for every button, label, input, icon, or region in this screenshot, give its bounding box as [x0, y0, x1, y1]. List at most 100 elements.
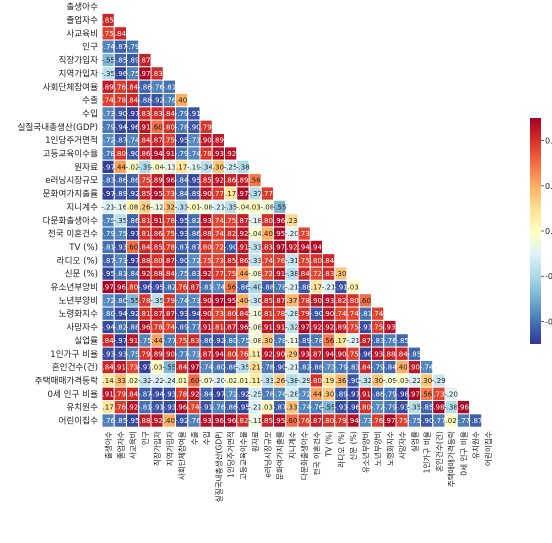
cell-value-label: -.90 [114, 110, 128, 118]
cell-value-label: -.25 [224, 163, 238, 171]
cell-value-label: -.35 [236, 364, 250, 372]
cell-value-label: .92 [139, 270, 150, 278]
cell-value-label: .44 [311, 390, 323, 398]
cell-value-label: .56 [225, 284, 237, 292]
cell-value-label: .87 [237, 217, 248, 225]
cell-value-label: .75 [348, 324, 359, 332]
cell-value-label: -.95 [101, 270, 115, 278]
cell-value-label: .94 [152, 150, 164, 158]
cell-value-label: .40 [164, 417, 175, 425]
cell-value-label: .84 [139, 137, 151, 145]
cell-value-label: -.75 [126, 70, 140, 78]
column-label: 출생아수 [103, 431, 113, 459]
cell-value-label: .73 [127, 364, 138, 372]
cell-value-label: .97 [384, 417, 395, 425]
cell-value-label: -.91 [150, 404, 164, 412]
cell-value-label: .73 [213, 310, 224, 318]
cell-value-label: .74 [103, 97, 115, 105]
cell-value-label: -.76 [101, 417, 115, 425]
cell-value-label: .97 [299, 324, 310, 332]
cell-value-label: .84 [127, 97, 139, 105]
cell-value-label: -.88 [261, 284, 275, 292]
row-label: TV (%) [68, 243, 98, 253]
cell-value-label: -.89 [334, 390, 348, 398]
column-label: 수입 [202, 431, 211, 445]
row-label: 지역가입자 [58, 68, 98, 79]
cell-value-label: .89 [335, 324, 346, 332]
cell-value-label: .94 [213, 350, 225, 358]
cell-value-label: .80 [164, 123, 175, 131]
cell-value-label: -.74 [297, 404, 311, 412]
cell-value-label: -.73 [187, 297, 201, 305]
cell-value-label: .78 [139, 297, 150, 305]
cell-value-label: .73 [299, 230, 310, 238]
column-label: 신문 (%) [349, 431, 358, 461]
cell-value-label: .60 [152, 123, 163, 131]
cell-value-label: .80 [201, 243, 212, 251]
cell-value-label: .84 [164, 110, 176, 118]
cell-value-label: -.21 [248, 404, 262, 412]
cell-value-label: -.11 [285, 337, 299, 345]
cell-value-label: -.21 [285, 364, 299, 372]
cell-value-label: -.94 [101, 324, 115, 332]
cell-value-label: -.86 [138, 83, 152, 91]
cell-value-label: -.86 [187, 230, 201, 238]
cell-value-label: .21 [250, 364, 261, 372]
column-label: 인구 [140, 431, 150, 445]
cell-value-label: .80 [348, 297, 359, 305]
cell-value-label: .84 [127, 390, 139, 398]
cell-value-label: -.29 [297, 377, 311, 385]
column-labels: 출생아수 졸업자수 사교육비 인구 직장가입자 지역가입자 사회단체참여율 수출 수입 실질국내총… [103, 431, 493, 502]
cell-value-label: -.91 [187, 110, 201, 118]
row-labels: 출생아수졸업자수사교육비인구직장가입자지역가입자사회단체참여율수출수입실질국내총… [17, 2, 98, 427]
cell-value-label: -.76 [310, 404, 324, 412]
cell-value-label: .88 [384, 350, 395, 358]
row-label: 주택매매가격등락 [35, 374, 98, 386]
cell-value-label: -.94 [187, 310, 201, 318]
column-label: 문화여가지출률 [275, 431, 285, 480]
cell-value-label: -.73 [101, 110, 115, 118]
cell-value-label: .96 [274, 217, 286, 225]
column-label: 1인당주거면적 [226, 431, 236, 478]
cell-value-label: .90 [409, 364, 420, 372]
cell-value-label: -.75 [408, 417, 422, 425]
cell-value-label: .17 [335, 337, 346, 345]
cell-value-label: .92 [152, 417, 163, 425]
cell-value-label: -.90 [420, 417, 434, 425]
row-label: 수출 [82, 95, 98, 106]
cell-value-label: .87 [164, 310, 175, 318]
cell-value-label: .75 [164, 137, 175, 145]
cell-value-label: -.84 [199, 390, 213, 398]
cell-value-label: .81 [262, 310, 273, 318]
cell-value-label: -.80 [212, 364, 226, 372]
cell-value-label: -.93 [359, 324, 373, 332]
row-label: 유소년부양비 [51, 282, 98, 293]
cell-value-label: -.90 [310, 310, 324, 318]
column-label: 원자료 [251, 431, 260, 452]
cell-value-label: -.16 [114, 203, 128, 211]
cell-value-label: .33 [115, 377, 126, 385]
cell-value-label: .76 [237, 350, 249, 358]
cell-value-label: -.08 [199, 203, 213, 211]
cell-value-label: .93 [299, 350, 310, 358]
cell-value-label: .81 [139, 310, 150, 318]
cell-value-label: -.11 [248, 417, 262, 425]
cell-value-label: .87 [188, 284, 199, 292]
cell-value-label: .84 [360, 364, 372, 372]
cell-value-label: .88 [139, 257, 150, 265]
cell-value-label: -.93 [163, 404, 177, 412]
column-label: e러닝시장규모 [262, 431, 272, 478]
cell-value-label: -.75 [101, 217, 115, 225]
cell-value-label: -.24 [163, 377, 177, 385]
cell-value-label: -.96 [114, 70, 128, 78]
cell-value-label: -.93 [163, 390, 177, 398]
cell-value-label: .85 [262, 297, 273, 305]
cell-value-label: .93 [201, 417, 212, 425]
cell-value-label: -.18 [248, 217, 262, 225]
cell-value-label: -.85 [395, 337, 409, 345]
cell-value-label: .85 [225, 257, 236, 265]
cell-value-label: .94 [348, 417, 360, 425]
cell-value-label: -.31 [285, 257, 299, 265]
cell-value-label: -.75 [138, 337, 152, 345]
cell-value-label: -.86 [236, 284, 250, 292]
